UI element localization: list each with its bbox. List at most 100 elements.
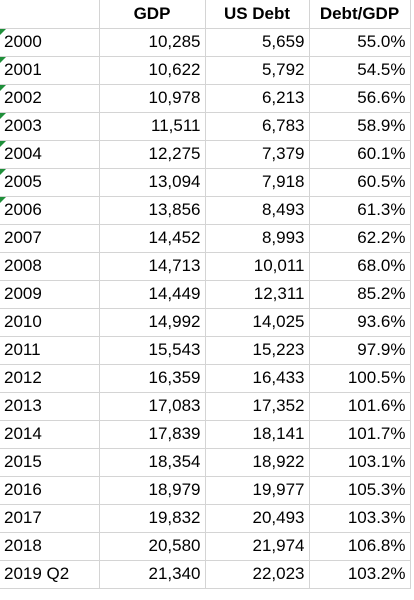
cell-gdp[interactable]: 12,275 bbox=[99, 140, 206, 169]
cell-debt-gdp[interactable]: 105.3% bbox=[309, 476, 411, 505]
cell-year[interactable]: 2018 bbox=[0, 532, 100, 561]
cell-year[interactable]: 2016 bbox=[0, 476, 100, 505]
cell-year[interactable]: 2017 bbox=[0, 504, 100, 533]
cell-year-text: 2003 bbox=[4, 116, 42, 135]
cell-year[interactable]: 2003 bbox=[0, 112, 100, 141]
cell-us-debt[interactable]: 14,025 bbox=[205, 308, 310, 337]
error-indicator-icon bbox=[0, 112, 6, 119]
cell-gdp[interactable]: 14,452 bbox=[99, 224, 206, 253]
cell-year[interactable]: 2001 bbox=[0, 56, 100, 85]
cell-gdp[interactable]: 20,580 bbox=[99, 532, 206, 561]
cell-year[interactable]: 2004 bbox=[0, 140, 100, 169]
cell-us-debt[interactable]: 22,023 bbox=[205, 560, 310, 589]
cell-gdp[interactable]: 13,856 bbox=[99, 196, 206, 225]
cell-year[interactable]: 2014 bbox=[0, 420, 100, 449]
cell-us-debt[interactable]: 7,918 bbox=[205, 168, 310, 197]
cell-debt-gdp[interactable]: 101.7% bbox=[309, 420, 411, 449]
cell-year[interactable]: 2005 bbox=[0, 168, 100, 197]
header-cell-gdp[interactable]: GDP bbox=[99, 0, 206, 29]
cell-year[interactable]: 2006 bbox=[0, 196, 100, 225]
cell-year[interactable]: 2019 Q2 bbox=[0, 560, 100, 589]
cell-us-debt[interactable]: 19,977 bbox=[205, 476, 310, 505]
cell-debt-gdp[interactable]: 103.3% bbox=[309, 504, 411, 533]
cell-debt-gdp[interactable]: 60.5% bbox=[309, 168, 411, 197]
cell-debt-gdp[interactable]: 103.1% bbox=[309, 448, 411, 477]
cell-year[interactable]: 2002 bbox=[0, 84, 100, 113]
cell-us-debt[interactable]: 21,974 bbox=[205, 532, 310, 561]
cell-year-text: 2016 bbox=[4, 480, 42, 499]
cell-us-debt[interactable]: 15,223 bbox=[205, 336, 310, 365]
cell-debt-gdp[interactable]: 62.2% bbox=[309, 224, 411, 253]
cell-gdp[interactable]: 10,978 bbox=[99, 84, 206, 113]
cell-debt-gdp[interactable]: 93.6% bbox=[309, 308, 411, 337]
cell-gdp[interactable]: 21,340 bbox=[99, 560, 206, 589]
cell-year-text: 2009 bbox=[4, 284, 42, 303]
table-row: 2000 10,285 5,659 55.0% bbox=[0, 28, 411, 57]
cell-us-debt[interactable]: 5,792 bbox=[205, 56, 310, 85]
cell-debt-gdp[interactable]: 100.5% bbox=[309, 364, 411, 393]
cell-year-text: 2008 bbox=[4, 256, 42, 275]
cell-debt-gdp[interactable]: 101.6% bbox=[309, 392, 411, 421]
cell-year[interactable]: 2015 bbox=[0, 448, 100, 477]
cell-gdp[interactable]: 10,622 bbox=[99, 56, 206, 85]
cell-year-text: 2005 bbox=[4, 172, 42, 191]
cell-debt-gdp[interactable]: 61.3% bbox=[309, 196, 411, 225]
cell-year[interactable]: 2008 bbox=[0, 252, 100, 281]
cell-year[interactable]: 2009 bbox=[0, 280, 100, 309]
cell-gdp[interactable]: 17,083 bbox=[99, 392, 206, 421]
cell-year[interactable]: 2012 bbox=[0, 364, 100, 393]
cell-gdp[interactable]: 19,832 bbox=[99, 504, 206, 533]
cell-debt-gdp[interactable]: 60.1% bbox=[309, 140, 411, 169]
error-indicator-icon bbox=[0, 168, 6, 175]
cell-gdp[interactable]: 16,359 bbox=[99, 364, 206, 393]
cell-year[interactable]: 2010 bbox=[0, 308, 100, 337]
cell-us-debt[interactable]: 18,922 bbox=[205, 448, 310, 477]
cell-us-debt[interactable]: 8,993 bbox=[205, 224, 310, 253]
cell-year[interactable]: 2013 bbox=[0, 392, 100, 421]
cell-us-debt[interactable]: 16,433 bbox=[205, 364, 310, 393]
cell-gdp[interactable]: 13,094 bbox=[99, 168, 206, 197]
cell-us-debt[interactable]: 8,493 bbox=[205, 196, 310, 225]
cell-debt-gdp[interactable]: 54.5% bbox=[309, 56, 411, 85]
cell-year[interactable]: 2011 bbox=[0, 336, 100, 365]
cell-us-debt[interactable]: 10,011 bbox=[205, 252, 310, 281]
cell-us-debt[interactable]: 20,493 bbox=[205, 504, 310, 533]
data-table: GDP US Debt Debt/GDP 2000 10,285 5,659 55.0… bbox=[0, 0, 411, 589]
cell-gdp[interactable]: 15,543 bbox=[99, 336, 206, 365]
cell-year-text: 2015 bbox=[4, 452, 42, 471]
cell-gdp[interactable]: 14,992 bbox=[99, 308, 206, 337]
cell-gdp[interactable]: 18,354 bbox=[99, 448, 206, 477]
cell-gdp[interactable]: 14,713 bbox=[99, 252, 206, 281]
cell-gdp[interactable]: 17,839 bbox=[99, 420, 206, 449]
cell-debt-gdp[interactable]: 58.9% bbox=[309, 112, 411, 141]
cell-us-debt[interactable]: 5,659 bbox=[205, 28, 310, 57]
cell-debt-gdp[interactable]: 56.6% bbox=[309, 84, 411, 113]
cell-gdp[interactable]: 18,979 bbox=[99, 476, 206, 505]
cell-us-debt[interactable]: 12,311 bbox=[205, 280, 310, 309]
cell-us-debt[interactable]: 7,379 bbox=[205, 140, 310, 169]
header-cell-year[interactable] bbox=[0, 0, 100, 29]
error-indicator-icon bbox=[0, 84, 6, 91]
cell-gdp[interactable]: 11,511 bbox=[99, 112, 206, 141]
cell-us-debt[interactable]: 17,352 bbox=[205, 392, 310, 421]
cell-debt-gdp[interactable]: 85.2% bbox=[309, 280, 411, 309]
cell-year[interactable]: 2000 bbox=[0, 28, 100, 57]
cell-us-debt[interactable]: 6,213 bbox=[205, 84, 310, 113]
cell-debt-gdp[interactable]: 106.8% bbox=[309, 532, 411, 561]
cell-us-debt[interactable]: 18,141 bbox=[205, 420, 310, 449]
cell-debt-gdp[interactable]: 68.0% bbox=[309, 252, 411, 281]
cell-debt-gdp[interactable]: 103.2% bbox=[309, 560, 411, 589]
cell-debt-gdp[interactable]: 55.0% bbox=[309, 28, 411, 57]
cell-year-text: 2011 bbox=[4, 340, 41, 359]
cell-year[interactable]: 2007 bbox=[0, 224, 100, 253]
header-cell-us-debt[interactable]: US Debt bbox=[205, 0, 310, 29]
cell-gdp[interactable]: 14,449 bbox=[99, 280, 206, 309]
header-cell-debt-gdp[interactable]: Debt/GDP bbox=[309, 0, 411, 29]
cell-us-debt[interactable]: 6,783 bbox=[205, 112, 310, 141]
cell-year-text: 2006 bbox=[4, 200, 42, 219]
error-indicator-icon bbox=[0, 196, 6, 203]
cell-gdp[interactable]: 10,285 bbox=[99, 28, 206, 57]
cell-year-text: 2012 bbox=[4, 368, 42, 387]
cell-debt-gdp[interactable]: 97.9% bbox=[309, 336, 411, 365]
table-row: 2002 10,978 6,213 56.6% bbox=[0, 84, 411, 113]
